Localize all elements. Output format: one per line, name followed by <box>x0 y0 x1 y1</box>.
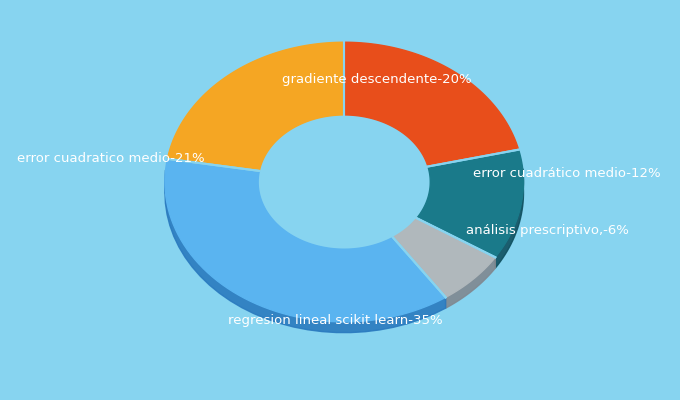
Text: error cuadratico medio-21%: error cuadratico medio-21% <box>17 152 205 165</box>
Polygon shape <box>417 176 430 229</box>
Text: regresion lineal scikit learn-35%: regresion lineal scikit learn-35% <box>228 314 443 327</box>
Polygon shape <box>344 42 519 166</box>
Polygon shape <box>393 218 495 297</box>
Polygon shape <box>445 257 495 308</box>
Text: análisis prescriptivo,-6%: análisis prescriptivo,-6% <box>466 224 629 237</box>
Polygon shape <box>393 218 417 248</box>
Polygon shape <box>495 169 524 268</box>
Polygon shape <box>165 159 445 322</box>
Polygon shape <box>258 176 393 260</box>
Polygon shape <box>417 150 524 257</box>
Text: error cuadrático medio-12%: error cuadrático medio-12% <box>473 167 661 180</box>
Polygon shape <box>165 170 445 332</box>
Text: gradiente descendente-20%: gradiente descendente-20% <box>282 73 471 86</box>
Polygon shape <box>167 42 344 171</box>
